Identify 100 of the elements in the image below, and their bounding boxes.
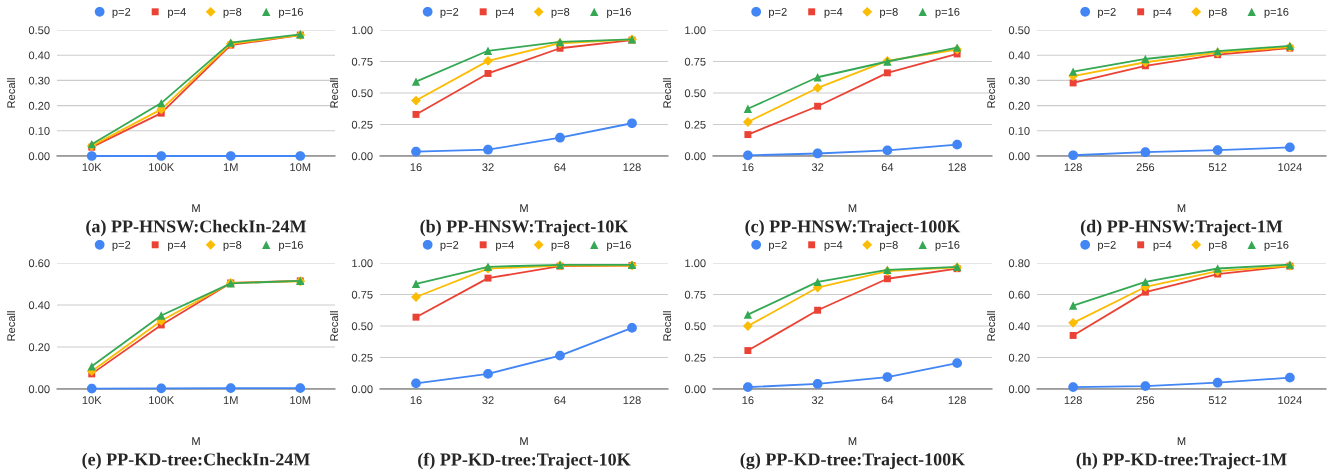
legend-label: p=8	[1209, 240, 1227, 251]
y-tick-label: 0.25	[351, 353, 373, 362]
x-tick-label: 16	[742, 163, 754, 172]
y-axis-title: Recall	[6, 311, 16, 341]
legend-label: p=4	[496, 241, 514, 251]
y-axis-title: Recall	[662, 311, 672, 341]
x-tick-label: 128	[623, 163, 641, 172]
x-axis-title: M	[1177, 204, 1186, 212]
legend-label: p=4	[824, 8, 843, 18]
legend-label: p=2	[440, 240, 459, 251]
x-tick-label: 512	[1208, 396, 1227, 405]
y-axis-title: Recall	[6, 78, 16, 108]
legend-label: p=4	[168, 8, 186, 18]
text: (a) PP-HNSW:CheckIn-24M	[86, 219, 307, 237]
x-tick-label: 32	[811, 163, 824, 172]
y-tick-label: 0.00	[28, 152, 50, 161]
text: (c) PP-HNSW:Traject-100K	[745, 219, 961, 237]
y-tick-label: 0.00	[351, 385, 373, 394]
text: (f) PP-KD-tree:Traject-10K	[418, 452, 631, 470]
legend-label: p=4	[1153, 8, 1172, 18]
x-axis-title: M	[520, 204, 528, 212]
y-tick-label: 0.20	[28, 101, 50, 110]
text: (h) PP-KD-tree:Traject-1M	[1076, 452, 1287, 470]
text: (e) PP-KD-tree:CheckIn-24M	[82, 452, 310, 470]
x-tick-label: 100K	[149, 163, 175, 172]
x-tick-label: 512	[1208, 163, 1227, 172]
legend-label: p=8	[880, 240, 898, 251]
x-tick-label: 16	[410, 163, 422, 172]
x-tick-label: 1M	[223, 163, 238, 171]
legend-label: p=16	[279, 240, 303, 251]
y-tick-label: 0.60	[1008, 290, 1030, 299]
legend-label: p=4	[1153, 241, 1172, 251]
x-tick-label: 10K	[82, 163, 102, 172]
y-tick-label: 0.20	[28, 343, 50, 352]
y-tick-label: 0.40	[28, 301, 50, 310]
legend-label: p=2	[112, 240, 131, 251]
legend-label: p=4	[496, 8, 514, 18]
legend-label: p=16	[935, 240, 960, 251]
legend-label: p=4	[824, 241, 843, 251]
x-axis-title: M	[192, 437, 200, 445]
x-tick-label: 32	[811, 396, 824, 405]
x-tick-label: 128	[1064, 396, 1082, 405]
y-tick-label: 0.30	[1008, 76, 1030, 85]
y-tick-label: 0.50	[28, 26, 50, 35]
y-tick-label: 0.20	[1008, 101, 1030, 110]
legend-label: p=2	[1098, 7, 1116, 18]
y-tick-label: 0.00	[684, 152, 706, 161]
y-tick-label: 1.00	[352, 259, 373, 268]
y-tick-label: 0.50	[684, 89, 706, 98]
legend-label: p=16	[935, 7, 960, 18]
x-tick-label: 1024	[1278, 163, 1302, 172]
legend-label: p=16	[607, 7, 631, 18]
legend-label: p=16	[1264, 240, 1289, 251]
legend-label: p=16	[279, 7, 303, 18]
x-tick-label: 1M	[223, 396, 238, 404]
x-tick-label: 1024	[1278, 396, 1302, 405]
y-tick-label: 0.75	[684, 57, 706, 66]
x-tick-label: 128	[623, 396, 641, 405]
y-tick-label: 0.40	[28, 51, 50, 60]
legend-label: p=8	[1209, 7, 1227, 18]
x-tick-label: 10M	[290, 163, 311, 172]
x-tick-label: 10K	[82, 396, 102, 405]
x-tick-label: 32	[482, 396, 494, 405]
y-tick-label: 0.75	[684, 290, 706, 299]
y-tick-label: 0.00	[1008, 385, 1030, 394]
y-axis-title: Recall	[986, 311, 996, 341]
y-axis-title: Recall	[662, 78, 672, 108]
text: (d) PP-HNSW:Traject-1M	[1080, 219, 1283, 237]
y-tick-label: 0.00	[351, 152, 373, 161]
x-tick-label: 256	[1136, 396, 1155, 405]
text: (b) PP-HNSW:Traject-10K	[420, 219, 629, 237]
x-axis-title: M	[848, 437, 857, 445]
legend-label: p=2	[112, 7, 131, 18]
y-tick-label: 0.75	[351, 57, 373, 66]
y-tick-label: 0.25	[684, 353, 706, 362]
legend-label: p=2	[769, 7, 787, 18]
y-tick-label: 0.40	[1008, 322, 1030, 331]
x-tick-label: 128	[1064, 163, 1082, 172]
legend-label: p=8	[223, 7, 242, 18]
legend-label: p=4	[168, 241, 186, 251]
y-axis-title: Recall	[329, 311, 339, 341]
x-axis-title: M	[192, 204, 200, 212]
legend-label: p=2	[769, 240, 787, 251]
y-tick-label: 0.00	[28, 385, 50, 394]
y-tick-label: 1.00	[685, 259, 706, 268]
x-axis-title: M	[848, 204, 857, 212]
legend-label: p=2	[1098, 240, 1116, 251]
x-tick-label: 32	[482, 163, 494, 172]
y-tick-label: 0.50	[1008, 26, 1030, 35]
y-tick-label: 0.25	[351, 120, 373, 129]
text: (g) PP-KD-tree:Traject-100K	[740, 452, 966, 470]
x-tick-label: 100K	[149, 396, 175, 405]
y-tick-label: 0.40	[1008, 51, 1030, 60]
y-tick-label: 0.75	[351, 290, 373, 299]
x-tick-label: 64	[881, 163, 894, 172]
y-tick-label: 0.80	[1008, 259, 1030, 268]
x-tick-label: 128	[948, 396, 966, 405]
x-tick-label: 16	[410, 396, 422, 405]
legend-label: p=8	[551, 7, 570, 18]
y-tick-label: 0.60	[28, 259, 50, 268]
